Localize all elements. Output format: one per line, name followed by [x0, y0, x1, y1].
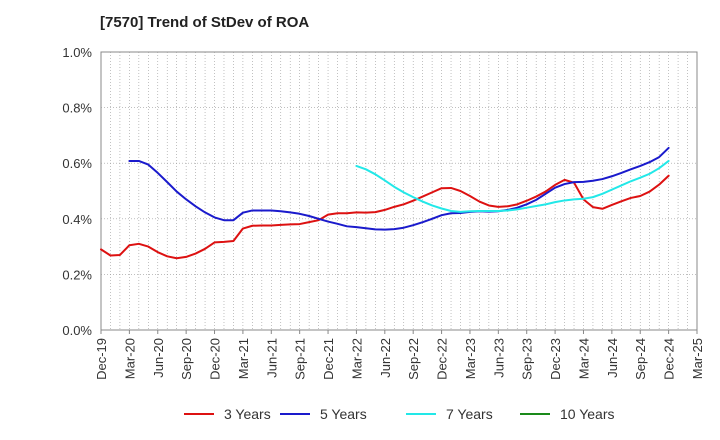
- y-tick-label: 0.2%: [62, 267, 92, 282]
- y-tick-label: 1.0%: [62, 45, 92, 60]
- x-tick-label: Sep-22: [406, 338, 421, 380]
- x-tick-label: Dec-20: [208, 338, 223, 380]
- series-line-5-years: [128, 146, 670, 231]
- legend-label-3-years: 3 Years: [224, 406, 271, 422]
- x-tick-label: Jun-21: [264, 338, 279, 378]
- x-tick-label: Sep-20: [179, 338, 194, 380]
- chart-title: [7570] Trend of StDev of ROA: [100, 14, 310, 31]
- legend: 3 Years 5 Years 7 Years 10 Years: [184, 406, 615, 422]
- plot-area: [100, 51, 698, 331]
- legend-label-10-years: 10 Years: [560, 406, 615, 422]
- axis-layer: 0.0% 0.2% 0.4% 0.6% 0.8% 1.0% Dec-19 Mar-20 Jun-…: [62, 45, 705, 380]
- x-tick-label: Dec-23: [548, 338, 563, 380]
- y-tick-label: 0.0%: [62, 323, 92, 338]
- x-tick-label: Dec-22: [435, 338, 450, 380]
- x-tick-label: Mar-25: [690, 338, 705, 379]
- x-tick-label: Sep-24: [633, 338, 648, 380]
- x-tick-label: Jun-24: [605, 338, 620, 378]
- x-tick-label: Mar-20: [122, 338, 137, 379]
- series-line-7-years: [355, 159, 670, 213]
- x-tick-label: Mar-22: [349, 338, 364, 379]
- x-tick-label: Jun-20: [151, 338, 166, 378]
- series-layer: [100, 146, 670, 260]
- x-tick-label: Dec-21: [321, 338, 336, 380]
- x-tick-label: Dec-19: [94, 338, 109, 380]
- x-tick-label: Jun-23: [491, 338, 506, 378]
- x-tick-label: Sep-21: [293, 338, 308, 380]
- x-tick-label: Jun-22: [378, 338, 393, 378]
- y-tick-label: 0.4%: [62, 212, 92, 227]
- x-tick-label: Dec-24: [662, 338, 677, 380]
- x-tick-label: Mar-21: [236, 338, 251, 379]
- y-tick-label: 0.8%: [62, 101, 92, 116]
- x-tick-label: Mar-23: [463, 338, 478, 379]
- legend-label-5-years: 5 Years: [320, 406, 367, 422]
- grid-layer: [100, 51, 698, 331]
- x-tick-label: Mar-24: [576, 338, 591, 379]
- legend-label-7-years: 7 Years: [446, 406, 493, 422]
- x-tick-label: Sep-23: [520, 338, 535, 380]
- y-tick-label: 0.6%: [62, 156, 92, 171]
